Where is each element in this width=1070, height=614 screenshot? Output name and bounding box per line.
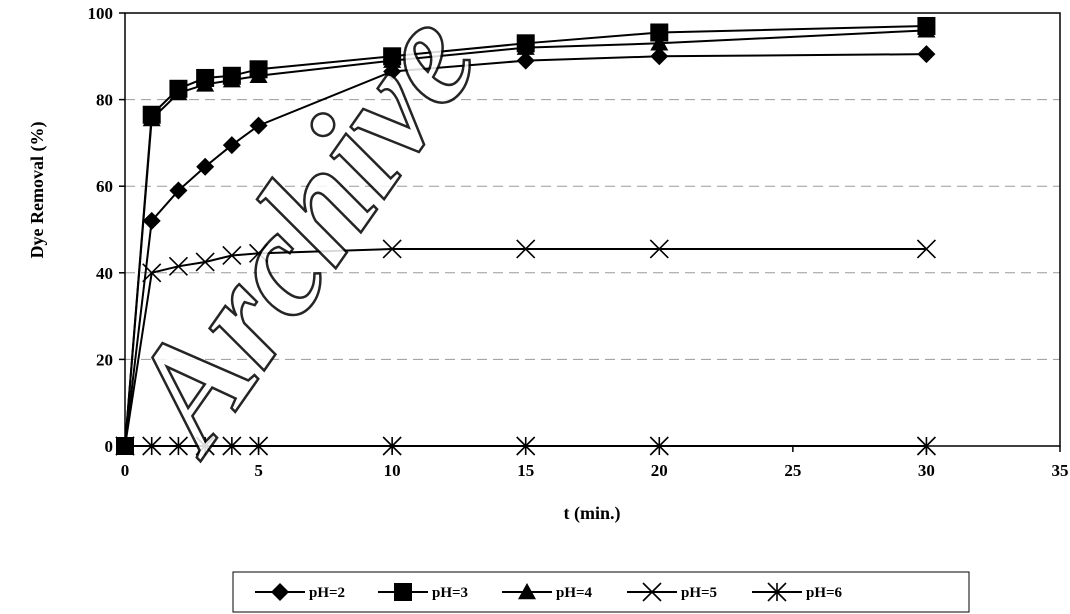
- y-tick-label-20: 20: [96, 350, 113, 369]
- legend-marker-ph-5: [642, 582, 662, 602]
- legend-label-ph-5: pH=5: [681, 585, 717, 601]
- x-tick-label-0: 0: [121, 461, 130, 480]
- point-ph-6-8: [649, 436, 669, 456]
- point-ph-2-1: [142, 211, 161, 230]
- series-ph-6: [115, 436, 936, 456]
- legend-entry-ph-4: pH=4: [502, 583, 593, 601]
- legend-marker-ph-6: [767, 582, 787, 602]
- x-tick-label-10: 10: [384, 461, 401, 480]
- x-tick-label-15: 15: [517, 461, 534, 480]
- point-ph-6-1: [142, 436, 162, 456]
- x-tick-label-20: 20: [651, 461, 668, 480]
- y-axis-ticks: 0 20 40 60 80 100: [88, 4, 125, 456]
- legend-marker-ph-2: [271, 583, 289, 601]
- archive-watermark: Archive: [91, 0, 509, 480]
- legend: pH=2 pH=3 pH=4 pH=5 pH=6: [232, 571, 970, 613]
- legend-box: [232, 571, 970, 613]
- legend-entry-ph-3: pH=3: [378, 583, 468, 601]
- point-ph-6-0: [115, 436, 135, 456]
- point-ph-5-5: [249, 243, 269, 263]
- point-ph-4-7: [516, 38, 535, 55]
- point-ph-4-9: [917, 21, 936, 38]
- point-ph-6-2: [168, 436, 188, 456]
- y-tick-label-100: 100: [88, 4, 114, 23]
- point-ph-4-8: [650, 34, 669, 51]
- y-tick-label-60: 60: [96, 177, 113, 196]
- point-ph-5-4: [222, 245, 242, 266]
- point-ph-5-8: [649, 239, 669, 259]
- point-ph-6-7: [516, 436, 536, 456]
- point-ph-4-4: [222, 71, 241, 88]
- point-ph-6-9: [916, 436, 936, 456]
- point-ph-5-3: [195, 252, 215, 272]
- point-ph-5-9: [916, 239, 936, 259]
- legend-label-ph-3: pH=3: [432, 585, 468, 601]
- point-ph-5-2: [168, 256, 188, 276]
- x-tick-label-30: 30: [918, 461, 935, 480]
- x-tick-label-25: 25: [784, 461, 801, 480]
- point-ph-2-9: [917, 45, 936, 64]
- point-ph-4-5: [249, 66, 268, 83]
- point-ph-2-2: [169, 181, 188, 200]
- legend-label-ph-2: pH=2: [309, 585, 345, 601]
- legend-entry-ph-5: pH=5: [627, 582, 717, 602]
- series-line-ph-2: [124, 53, 927, 447]
- x-tick-label-5: 5: [254, 461, 263, 480]
- y-tick-label-80: 80: [96, 91, 113, 110]
- series-line-ph-3: [124, 24, 927, 447]
- point-ph-6-6: [382, 436, 402, 456]
- legend-entry-ph-6: pH=6: [752, 582, 843, 602]
- point-ph-4-1: [142, 110, 161, 127]
- series-line-ph-4: [124, 29, 927, 447]
- legend-entry-ph-2: pH=2: [255, 583, 345, 601]
- x-axis-title: t (min.): [564, 503, 621, 524]
- point-ph-4-2: [169, 84, 188, 101]
- x-tick-label-35: 35: [1052, 461, 1069, 480]
- legend-label-ph-6: pH=6: [806, 585, 843, 601]
- legend-marker-ph-3: [394, 583, 412, 601]
- y-axis-title: Dye Removal (%): [27, 122, 48, 259]
- point-ph-2-7: [516, 51, 535, 70]
- legend-marker-ph-4: [518, 583, 536, 600]
- y-tick-label-40: 40: [96, 264, 113, 283]
- point-ph-4-3: [196, 75, 215, 92]
- grid-lines: [125, 99, 1060, 360]
- point-ph-2-5: [249, 116, 268, 135]
- series-layer: [115, 16, 936, 456]
- point-ph-6-4: [222, 436, 242, 456]
- point-ph-5-1: [142, 263, 162, 283]
- point-ph-2-8: [650, 47, 669, 66]
- y-tick-label-0: 0: [105, 437, 114, 456]
- legend-label-ph-4: pH=4: [556, 585, 593, 601]
- point-ph-4-6: [383, 51, 402, 68]
- series-line-ph-5: [124, 247, 927, 447]
- point-ph-5-6: [382, 239, 402, 259]
- point-ph-3-8: [650, 23, 669, 42]
- point-ph-2-3: [196, 157, 215, 176]
- point-ph-6-5: [249, 436, 269, 456]
- point-ph-2-4: [222, 136, 241, 155]
- point-ph-6-3: [195, 436, 215, 456]
- point-ph-5-7: [516, 239, 536, 259]
